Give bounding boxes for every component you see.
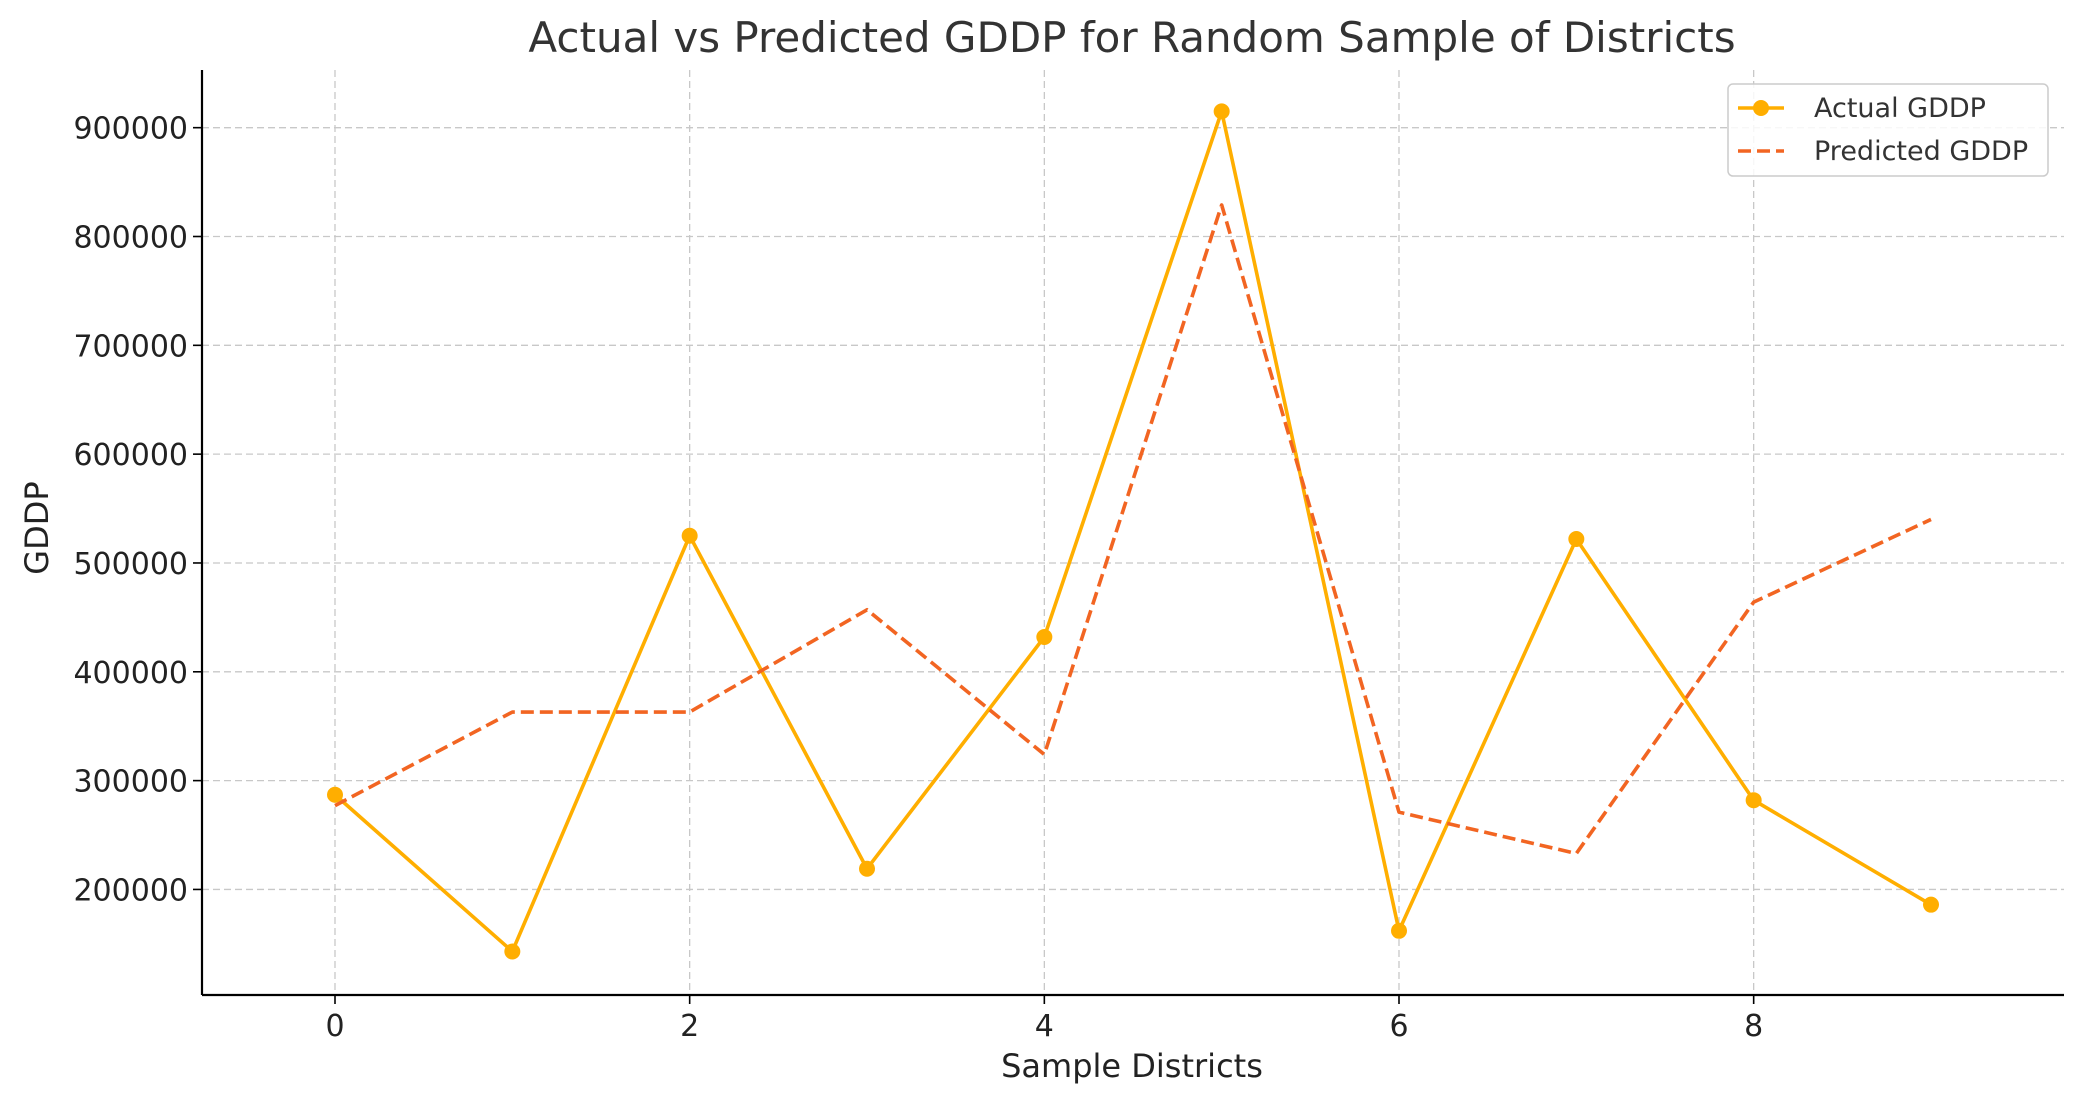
data-point-actual [1036, 628, 1053, 645]
series-line-predicted [334, 203, 1932, 856]
y-tick-label: 900000 [73, 112, 188, 147]
x-tick-label: 8 [1744, 1009, 1763, 1044]
x-axis-label: Sample Districts [1001, 1047, 1263, 1085]
x-tick-label: 2 [680, 1009, 699, 1044]
data-point-actual [859, 860, 875, 877]
y-tick-label: 400000 [73, 656, 188, 691]
y-tick-label: 200000 [73, 873, 188, 908]
axes-layer: 0 2 4 6 8 200000 300000 400000 500000 600000 70000… [73, 70, 2064, 1044]
data-point-actual [1391, 922, 1407, 939]
data-point-actual [327, 786, 343, 803]
series-layer [327, 103, 1939, 960]
grid-layer [202, 70, 2064, 995]
data-point-actual [681, 527, 698, 544]
y-tick-label: 600000 [73, 438, 188, 473]
y-tick-label: 300000 [73, 765, 188, 800]
y-axis-label: GDDP [18, 481, 56, 574]
x-tick-label: 6 [1389, 1009, 1408, 1044]
legend-label-actual: Actual GDDP [1814, 93, 1986, 124]
x-tick-label: 4 [1035, 1009, 1054, 1044]
y-tick-label: 500000 [73, 547, 188, 582]
legend-box [1727, 83, 2049, 177]
legend-label-predicted: Predicted GDDP [1814, 136, 2028, 167]
legend-marker-actual [1753, 100, 1769, 116]
series-line-actual [333, 109, 1933, 954]
data-point-actual [1745, 792, 1762, 809]
data-point-actual [1213, 103, 1230, 120]
chart-title: Actual vs Predicted GDDP for Random Samp… [528, 13, 1735, 62]
y-tick-label: 700000 [73, 329, 188, 364]
x-tick-label: 0 [325, 1009, 344, 1044]
data-point-actual [1568, 531, 1585, 548]
legend: Actual GDDP Predicted GDDP [1727, 83, 2049, 177]
data-point-actual [1923, 896, 1939, 913]
data-point-actual [504, 943, 521, 960]
y-tick-label: 800000 [73, 221, 188, 256]
